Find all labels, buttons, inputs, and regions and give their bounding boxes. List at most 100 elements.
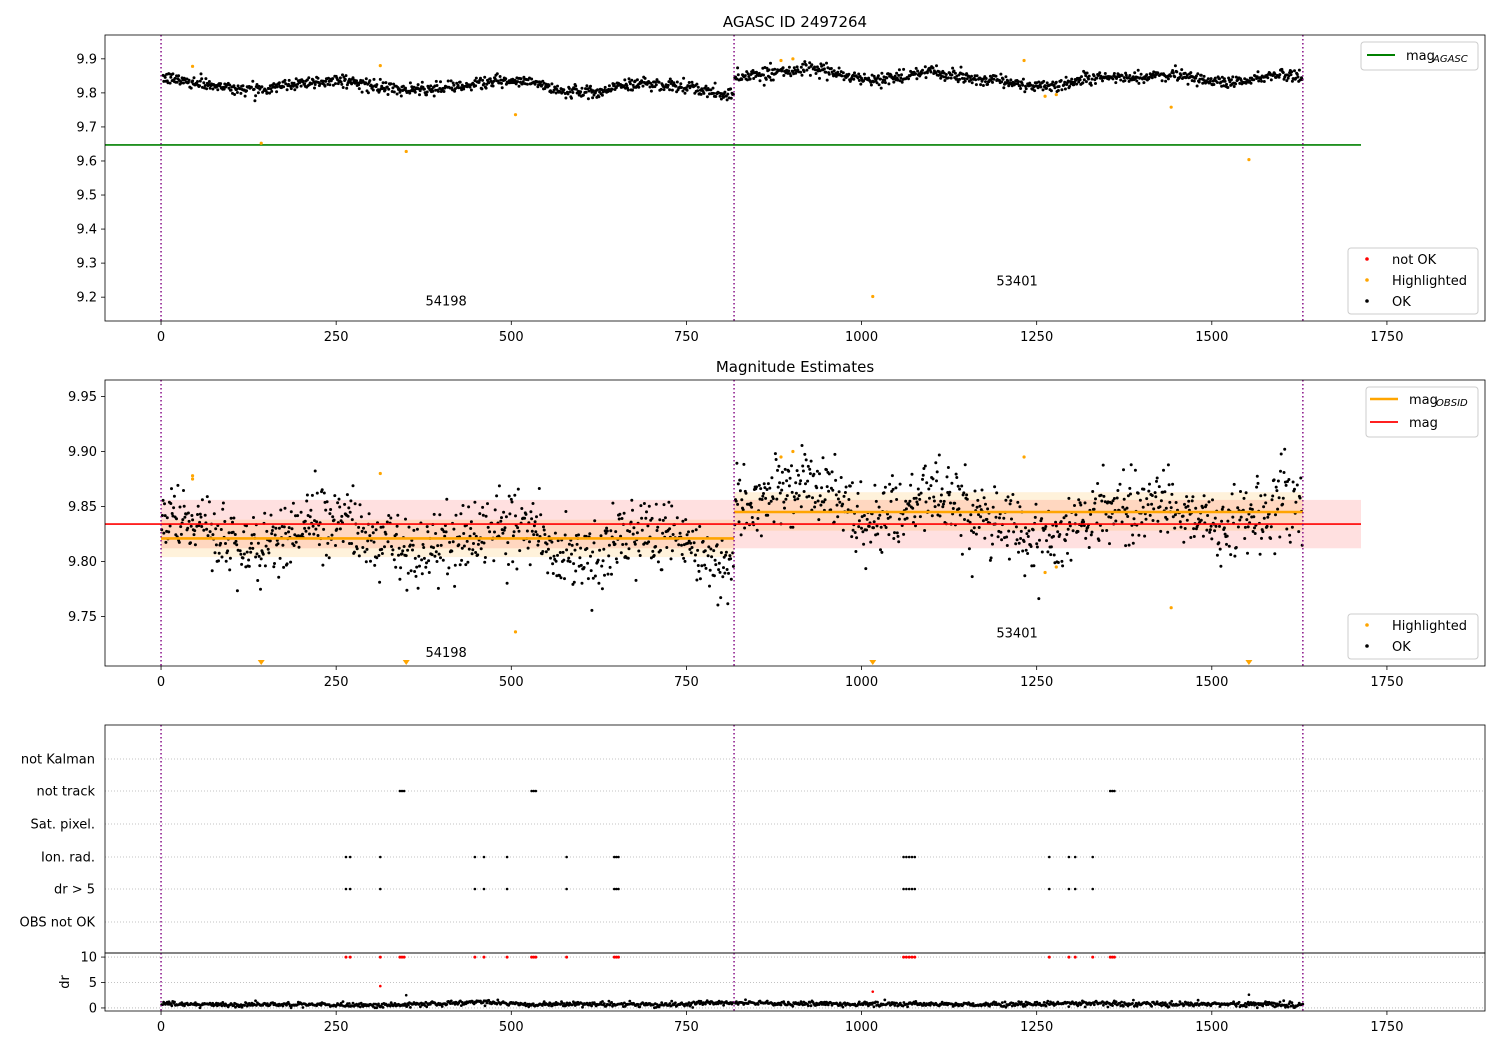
p2-ok-point: [299, 510, 303, 514]
p4-xtick-label: 0: [157, 1020, 165, 1035]
p1-ok-point: [965, 77, 969, 81]
p2-ok-point: [659, 548, 662, 552]
p2-ok-point: [996, 535, 1000, 539]
p1-ok-point: [368, 79, 372, 83]
p2-ok-point: [1120, 520, 1124, 524]
p1-ok-point: [323, 84, 327, 88]
p2-ok-point: [1283, 447, 1287, 451]
p2-ok-point: [1138, 498, 1142, 502]
dr-ok-point: [928, 1003, 932, 1007]
p2-ok-point: [559, 576, 563, 580]
dr-ok-point: [254, 999, 257, 1003]
p2-ok-point: [1049, 553, 1053, 557]
dr-ok-point: [232, 1004, 236, 1007]
p2-ok-point: [529, 510, 533, 514]
dr-ok-point: [1114, 1000, 1118, 1004]
p1-ok-point: [191, 79, 195, 83]
p2-ok-point: [247, 564, 251, 568]
p2-ok-point: [1222, 526, 1226, 530]
p2-ok-point: [678, 531, 682, 535]
dr-not-ok-point: [907, 955, 911, 959]
p1-ok-point: [818, 76, 821, 80]
p2-ok-point: [340, 514, 344, 518]
p2-ok-point: [308, 532, 311, 536]
legend-bottom: [1347, 247, 1479, 315]
p2-ok-point: [675, 516, 679, 520]
p2-ok-point: [1179, 525, 1183, 529]
p1-ok-point: [1037, 80, 1041, 84]
p2-ok-point: [1166, 530, 1170, 534]
p2-ok-point: [162, 531, 166, 535]
dr-ok-point: [1106, 1005, 1110, 1009]
p2-ok-point: [565, 548, 569, 552]
p1-ok-point: [1208, 79, 1212, 83]
p1-ok-point: [1231, 75, 1235, 79]
p2-ok-point: [794, 491, 798, 495]
p2-ok-point: [1208, 530, 1212, 534]
flag-point: [1073, 887, 1077, 891]
dr-ok-point: [1167, 1005, 1171, 1009]
p2-ok-point: [1201, 506, 1205, 510]
p2-ok-point: [415, 565, 419, 569]
p2-ok-point: [1054, 520, 1058, 524]
dr-ok-point: [485, 1001, 489, 1005]
p1-ok-point: [173, 76, 177, 80]
p2-ok-point: [793, 498, 797, 502]
p2-ok-point: [567, 556, 571, 560]
dr-ok-point: [301, 1006, 305, 1009]
p2-ok-point: [413, 556, 417, 560]
p2-ok-point: [1068, 524, 1072, 528]
p1-ok-point: [345, 86, 349, 90]
p1-ok-point: [233, 93, 237, 96]
p2-ok-point: [1246, 525, 1250, 529]
p2-ok-point: [531, 502, 535, 505]
legend-label: mag: [1409, 416, 1438, 431]
p2-ok-point: [923, 464, 927, 468]
p2-ok-point: [1155, 476, 1159, 480]
p1-ok-point: [1175, 70, 1179, 74]
dr-ok-point: [744, 998, 747, 1002]
flag-point: [1113, 789, 1116, 793]
p2-ok-point: [661, 531, 665, 535]
p2-ok-point: [172, 506, 176, 510]
p2-ok-point: [278, 556, 282, 560]
p1-ok-point: [684, 86, 688, 90]
p2-ok-point: [597, 581, 601, 585]
p2-ok-point: [267, 551, 271, 555]
p2-ok-point: [902, 532, 906, 536]
p2-ok-point: [848, 484, 852, 488]
p1-ok-point: [249, 85, 253, 89]
dr-ok-point: [377, 1002, 380, 1006]
p1-ok-point: [1139, 72, 1143, 76]
p2-ok-point: [575, 542, 579, 546]
p2-ok-point: [190, 514, 194, 517]
dr-ok-point: [549, 1002, 552, 1006]
p2-ok-point: [413, 570, 417, 573]
p2-ok-point: [181, 518, 185, 522]
p2-ok-point: [287, 526, 291, 530]
p1-ok-point: [204, 77, 208, 81]
p2-ok-point: [982, 496, 986, 500]
p1-ok-point: [879, 77, 882, 81]
obs-label: 53401: [996, 274, 1037, 289]
p1-ok-point: [762, 83, 766, 87]
p1-ok-point: [340, 82, 344, 86]
p1-ok-point: [1023, 90, 1027, 94]
p2-ok-point: [775, 497, 779, 501]
p1-ok-point: [943, 79, 947, 82]
p1-ok-point: [408, 81, 412, 85]
dr-not-ok-point: [1112, 955, 1116, 959]
p1-ok-point: [310, 82, 314, 86]
dr-not-ok-point: [378, 955, 382, 959]
p1-ok-point: [495, 72, 499, 76]
p1-ok-point: [847, 72, 851, 76]
p1-ok-point: [1136, 68, 1140, 72]
p2-ok-point: [941, 505, 945, 509]
p1-ok-point: [1114, 81, 1118, 85]
flag-point: [565, 855, 568, 859]
p1-ok-point: [1160, 79, 1164, 83]
p1-ok-point: [643, 76, 647, 80]
p2-ok-point: [186, 511, 190, 515]
p2-ok-point: [1040, 517, 1044, 521]
